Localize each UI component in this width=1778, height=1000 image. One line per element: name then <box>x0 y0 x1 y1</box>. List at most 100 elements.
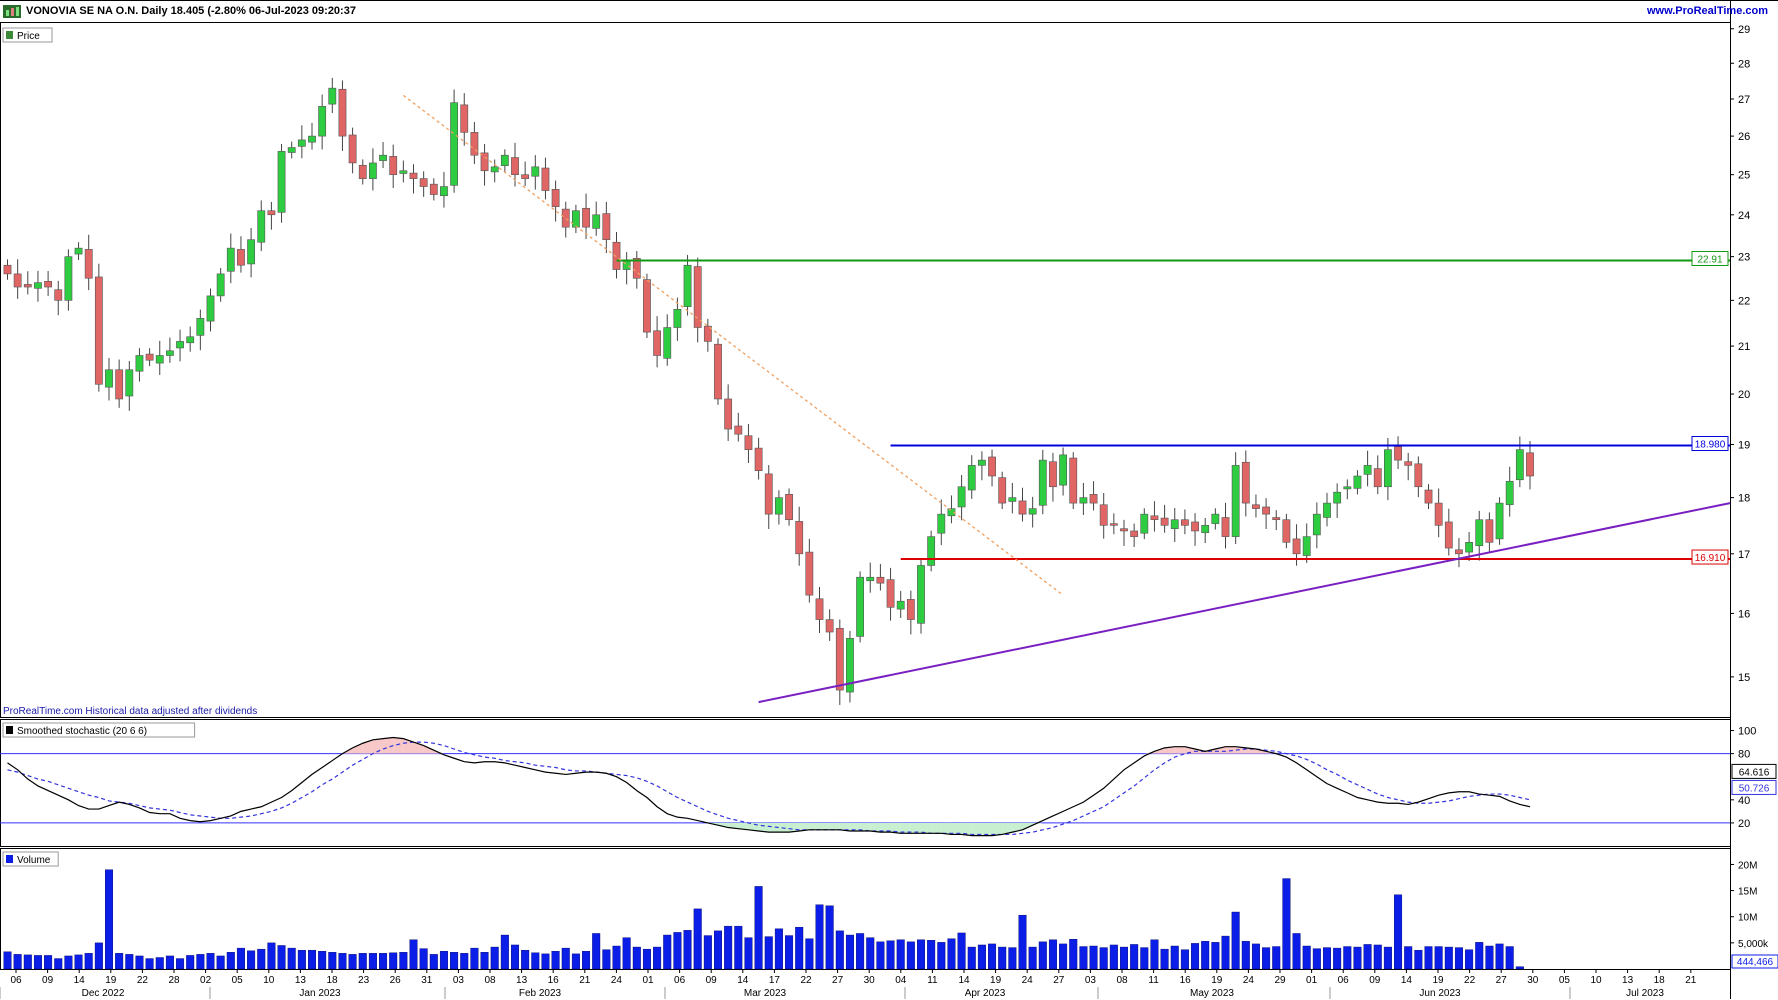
volume-bar <box>673 932 682 970</box>
volume-bar <box>1109 944 1118 970</box>
price-candle <box>785 488 793 526</box>
price-tick-label: 23 <box>1738 252 1750 264</box>
price-candle <box>460 93 469 146</box>
price-candle <box>318 94 327 150</box>
site-link[interactable]: www.ProRealTime.com <box>1646 5 1768 17</box>
volume-bar <box>1424 946 1433 970</box>
price-candle <box>1373 455 1382 495</box>
stochastic-legend: Smoothed stochastic (20 6 6) <box>2 722 196 738</box>
volume-bar <box>1312 948 1321 970</box>
x-tick-label: 13 <box>516 975 528 986</box>
volume-bar <box>1201 941 1210 970</box>
price-candle <box>774 490 783 525</box>
volume-bar <box>724 925 733 970</box>
x-tick-label: 26 <box>390 975 402 986</box>
price-tick-label: 21 <box>1738 341 1750 353</box>
month-label: Jan 2023 <box>299 988 341 999</box>
volume-bar <box>1180 949 1189 970</box>
x-tick-label: 08 <box>484 975 496 986</box>
volume-bar <box>308 949 317 970</box>
price-candle <box>795 506 804 566</box>
volume-bar <box>551 951 560 970</box>
month-label: Dec 2022 <box>82 988 125 999</box>
volume-tick-label: 10M <box>1738 913 1757 924</box>
stochastic-tick-label: 80 <box>1738 749 1750 761</box>
price-candle <box>1505 466 1514 517</box>
price-candle <box>206 288 215 332</box>
volume-bar <box>115 953 124 970</box>
volume-bar <box>1485 945 1494 970</box>
price-candle <box>348 127 357 174</box>
volume-bar <box>1048 939 1057 970</box>
price-candle <box>1384 437 1392 501</box>
price-candle <box>754 437 763 480</box>
overbought-zone <box>362 739 373 754</box>
x-tick-label: 05 <box>232 975 244 986</box>
volume-bar <box>1282 878 1291 970</box>
volume-bar <box>247 950 256 970</box>
volume-bar <box>815 904 824 970</box>
stochastic-tick-label: 40 <box>1738 795 1750 807</box>
volume-bar <box>1322 947 1331 970</box>
price-candle <box>267 201 276 230</box>
x-tick-label: 03 <box>453 975 465 986</box>
x-tick-label: 03 <box>1085 975 1097 986</box>
price-candle <box>1130 523 1139 547</box>
price-candle <box>734 412 743 442</box>
x-tick-label: 01 <box>1306 975 1318 986</box>
volume-bar <box>155 957 164 970</box>
price-candle <box>1140 508 1149 540</box>
volume-bar <box>1251 943 1260 970</box>
volume-bar <box>1454 947 1463 970</box>
x-tick-label: 01 <box>642 975 654 986</box>
price-tick-label: 27 <box>1738 94 1750 106</box>
volume-bar <box>1018 914 1027 970</box>
volume-bar <box>419 948 428 970</box>
volume-bar <box>409 939 418 970</box>
price-candle <box>297 125 306 159</box>
price-candle <box>105 358 113 401</box>
x-tick-label: 30 <box>864 975 876 986</box>
price-candle <box>846 630 854 703</box>
price-candle <box>1414 456 1423 498</box>
price-candle <box>287 141 296 159</box>
x-tick-label: 06 <box>674 975 686 986</box>
volume-bar <box>1515 966 1524 970</box>
volume-bar <box>206 953 215 970</box>
price-candle <box>216 268 225 302</box>
volume-bar <box>470 947 479 970</box>
price-candle <box>1211 508 1220 530</box>
price-legend: Price <box>2 27 53 43</box>
volume-bar <box>1434 946 1443 970</box>
price-candle <box>1515 436 1524 488</box>
volume-bar <box>1069 939 1078 970</box>
volume-bar <box>1119 946 1128 970</box>
resistance-level-green-label: 22.91 <box>1697 254 1722 265</box>
x-tick-label: 24 <box>1022 975 1034 986</box>
volume-bar <box>94 942 103 970</box>
x-tick-label: 05 <box>1559 975 1571 986</box>
price-candle <box>602 201 611 254</box>
price-legend-text: Price <box>17 31 40 42</box>
price-candle <box>643 273 651 339</box>
volume-bar <box>693 908 702 970</box>
oversold-zone <box>768 822 779 833</box>
price-tick-label: 19 <box>1738 439 1750 451</box>
price-candle <box>1282 513 1291 549</box>
x-tick-label: 16 <box>548 975 560 986</box>
x-tick-label: 06 <box>1338 975 1350 986</box>
price-candle <box>856 571 864 643</box>
price-candle <box>1252 494 1260 518</box>
price-candle <box>1343 479 1352 500</box>
price-candle <box>358 159 367 185</box>
x-tick-label: 13 <box>295 975 307 986</box>
volume-bar <box>988 943 997 970</box>
price-candle <box>632 251 641 289</box>
volume-bar <box>977 944 986 970</box>
volume-bar <box>490 946 499 970</box>
volume-bar <box>33 955 42 970</box>
volume-bar <box>754 886 763 970</box>
volume-bar <box>1394 894 1403 970</box>
volume-bar <box>906 941 915 970</box>
chart-title: VONOVIA SE NA O.N. Daily 18.405 (-2.80% … <box>26 5 356 17</box>
